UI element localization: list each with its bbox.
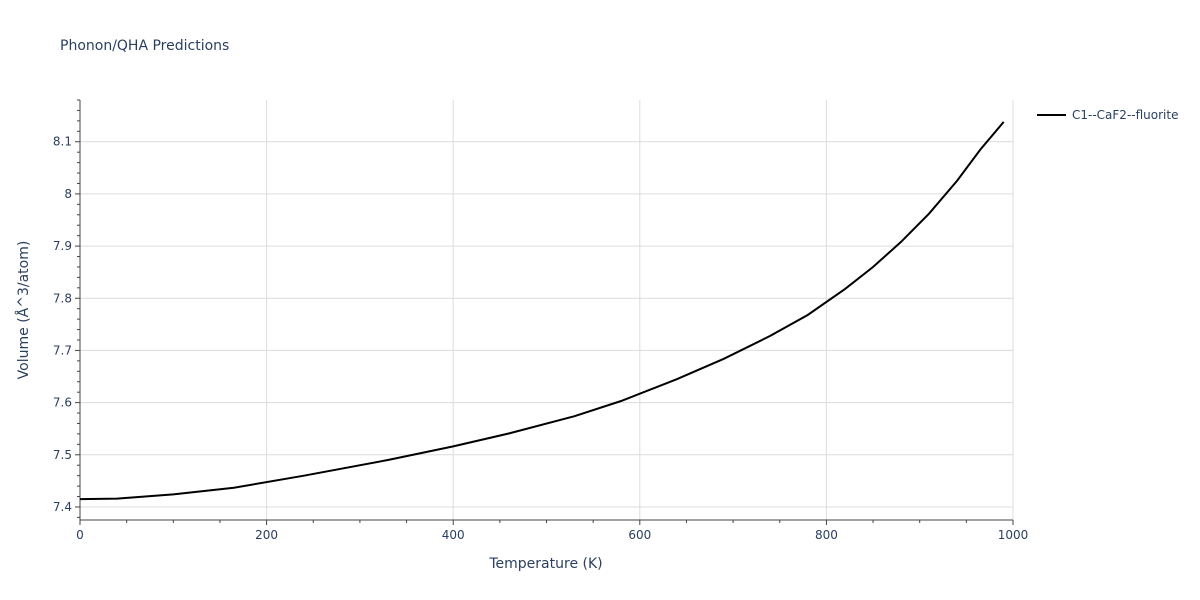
y-tick-label: 8	[64, 187, 72, 201]
x-tick-label: 400	[442, 528, 465, 542]
y-axis-title: Volume (Å^3/atom)	[15, 241, 32, 380]
y-tick-label: 8.1	[53, 135, 72, 149]
x-tick-label: 1000	[998, 528, 1029, 542]
x-tick-label: 200	[255, 528, 278, 542]
legend-item[interactable]: C1--CaF2--fluorite	[1037, 108, 1178, 122]
y-tick-label: 7.5	[53, 448, 72, 462]
series-layer	[79, 121, 1005, 501]
x-tick-label: 600	[628, 528, 651, 542]
y-tick-label: 7.7	[53, 343, 72, 357]
y-tick-label: 7.9	[53, 239, 72, 253]
legend-label: C1--CaF2--fluorite	[1072, 108, 1178, 122]
y-tick-label: 7.6	[53, 396, 72, 410]
y-tick-label: 7.8	[53, 291, 72, 305]
grid	[80, 100, 1014, 520]
chart-title: Phonon/QHA Predictions	[60, 38, 229, 54]
x-tick-label: 0	[76, 528, 84, 542]
x-axis-title: Temperature (K)	[488, 556, 602, 572]
legend[interactable]: C1--CaF2--fluorite	[1037, 108, 1178, 122]
x-tick-label: 800	[815, 528, 838, 542]
axes: 0 200 400 600 800 1000 7.4 7.5 7.6 7.7 7.8 7.9 8 8.1	[53, 99, 1029, 542]
series-line	[79, 121, 1005, 501]
y-tick-label: 7.4	[53, 500, 72, 514]
